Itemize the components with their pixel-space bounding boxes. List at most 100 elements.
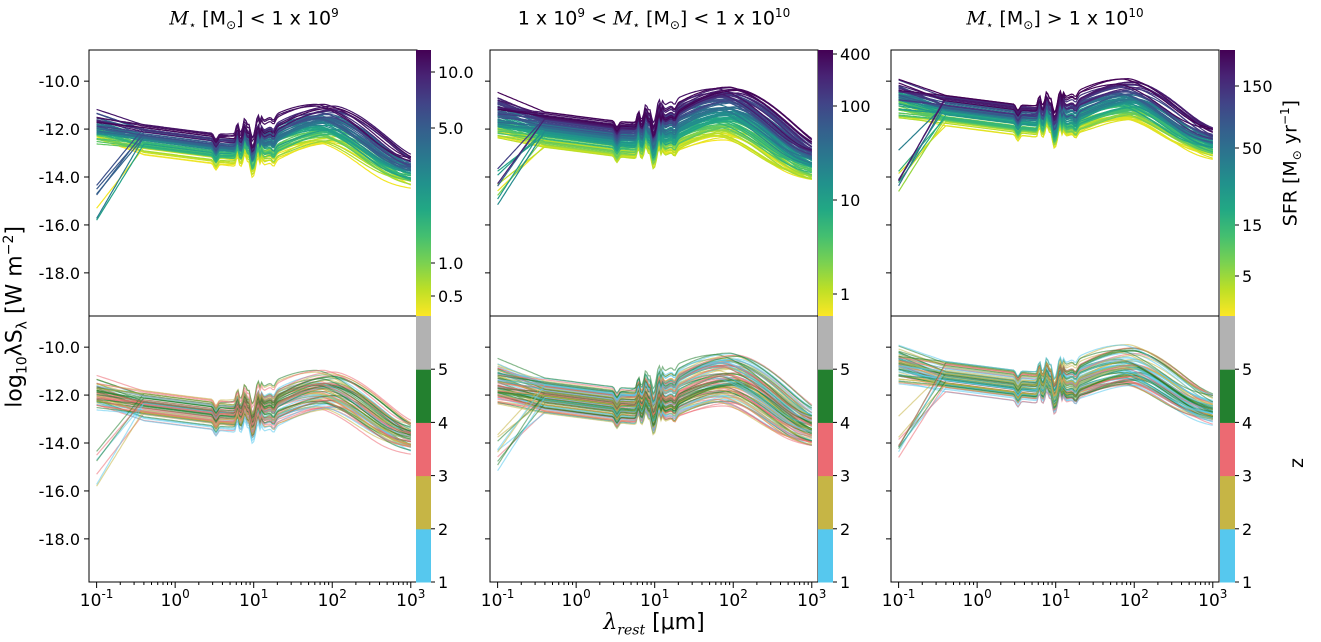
plot-frame <box>489 315 819 583</box>
sed-line <box>898 77 1214 133</box>
sed-line <box>96 382 412 434</box>
sed-line <box>96 107 412 158</box>
x-tick-label: 100 <box>562 587 591 611</box>
x-tick-label: 102 <box>719 587 748 611</box>
y-tick-label: -16.0 <box>39 482 80 501</box>
panel-sfr-1 <box>88 49 418 317</box>
sed-curves <box>497 86 813 206</box>
sed-line <box>497 354 812 417</box>
x-tick-label: 102 <box>318 587 347 611</box>
sfr-colorbar-label: SFR [M⊙ yr−1] <box>1278 99 1305 227</box>
sfr-colorbar-tick-label: 5 <box>1242 267 1252 286</box>
sed-line <box>96 135 412 186</box>
sed-line <box>898 344 1213 396</box>
sed-line <box>898 374 1213 419</box>
plot-frame <box>890 315 1220 583</box>
z-colorbar-segment <box>1220 316 1235 370</box>
z-colorbar-segment <box>818 475 833 530</box>
sfr-colorbar-tick-label: 400 <box>840 45 871 64</box>
sed-line <box>497 355 813 407</box>
y-tick-label: -10.0 <box>39 338 80 357</box>
z-colorbar-tick-label: 5 <box>438 360 448 379</box>
panel-sfr-3 <box>890 49 1220 317</box>
sfr-colorbar-tick-label: 1.0 <box>438 254 463 273</box>
sed-line <box>96 373 412 424</box>
sed-line <box>96 103 411 159</box>
z-colorbar-segment <box>818 316 833 370</box>
z-colorbar-tick-label: 3 <box>840 467 850 486</box>
z-colorbar-segment <box>1220 528 1235 583</box>
column-title-mid-mass: 1 x 109 < M⋆ [M⊙] < 1 x 1010 <box>517 6 791 33</box>
sed-line <box>898 349 1214 398</box>
sfr-colorbar-tick-label: 1 <box>840 285 850 304</box>
sed-line <box>898 92 1214 139</box>
z-colorbar-segment <box>818 422 833 477</box>
z-colorbar-tick-label: 4 <box>840 413 850 432</box>
sed-line <box>96 123 412 176</box>
x-tick-label: 100 <box>161 587 190 611</box>
sed-line <box>96 375 412 427</box>
z-colorbar-segment <box>416 316 431 370</box>
z-colorbar-tick-label: 1 <box>840 573 850 592</box>
sed-line <box>898 108 1213 153</box>
sed-line <box>898 81 1214 181</box>
sed-line <box>497 88 812 151</box>
sfr-colorbar-tick-label: 150 <box>1242 77 1273 96</box>
z-colorbar-segment <box>416 528 431 583</box>
sfr-colorbar-tick-label: 50 <box>1242 139 1262 158</box>
sfr-colorbar <box>416 50 431 316</box>
z-colorbar-tick-label: 2 <box>840 520 850 539</box>
sed-curves <box>96 103 412 221</box>
sfr-colorbar-tick-label: 5.0 <box>438 119 463 138</box>
z-colorbar-segment <box>818 369 833 423</box>
plot-frame <box>88 49 418 317</box>
x-tick-label: 10-1 <box>481 587 515 611</box>
z-colorbar-segment <box>416 422 431 477</box>
plot-frame <box>489 49 819 317</box>
z-colorbar-tick-label: 4 <box>1242 413 1252 432</box>
z-colorbar-tick-label: 2 <box>438 520 448 539</box>
z-colorbar-segment <box>1220 475 1235 530</box>
sed-line <box>96 369 411 425</box>
plot-frame <box>890 49 1220 317</box>
panel-z-1 <box>88 315 418 583</box>
x-tick-label: 10-1 <box>80 587 114 611</box>
y-tick-label: -10.0 <box>39 72 80 91</box>
panel-z-2 <box>489 315 819 583</box>
sfr-colorbar-tick-label: 10 <box>840 191 860 210</box>
x-tick-label: 103 <box>396 587 425 611</box>
z-colorbar-tick-label: 4 <box>438 413 448 432</box>
sed-line <box>96 389 412 442</box>
sed-curves <box>898 77 1214 192</box>
sfr-colorbar <box>1220 50 1235 316</box>
sed-line <box>898 343 1214 399</box>
z-colorbar-segment <box>1220 369 1235 423</box>
y-tick-label: -12.0 <box>39 386 80 405</box>
y-axis-label: log10λSλ [W m−2] <box>0 226 31 408</box>
y-tick-label: -12.0 <box>39 120 80 139</box>
sfr-colorbar <box>818 50 833 316</box>
x-tick-label: 103 <box>1198 587 1227 611</box>
z-colorbar-segment <box>416 475 431 530</box>
z-colorbar-label: z <box>1285 458 1308 468</box>
sed-line <box>898 358 1214 405</box>
z-colorbar-tick-label: 5 <box>840 360 850 379</box>
z-colorbar-segment <box>416 369 431 423</box>
sed-curves <box>497 352 813 472</box>
x-axis-label: λrest [μm] <box>603 610 705 639</box>
column-title-high-mass: M⋆ [M⊙] > 1 x 1010 <box>966 6 1144 33</box>
z-colorbar-tick-label: 5 <box>1242 360 1252 379</box>
x-tick-label: 101 <box>1041 587 1070 611</box>
sed-line <box>497 352 813 409</box>
y-tick-label: -14.0 <box>39 168 80 187</box>
sed-curves <box>898 343 1214 458</box>
x-tick-label: 10-1 <box>882 587 916 611</box>
y-tick-label: -14.0 <box>39 434 80 453</box>
y-tick-label: -18.0 <box>39 264 80 283</box>
z-colorbar-segment <box>818 528 833 583</box>
z-colorbar-tick-label: 2 <box>1242 520 1252 539</box>
column-title-low-mass: M⋆ [M⊙] < 1 x 109 <box>169 6 339 33</box>
panel-sfr-2 <box>489 49 819 317</box>
z-colorbar-segment <box>1220 422 1235 477</box>
